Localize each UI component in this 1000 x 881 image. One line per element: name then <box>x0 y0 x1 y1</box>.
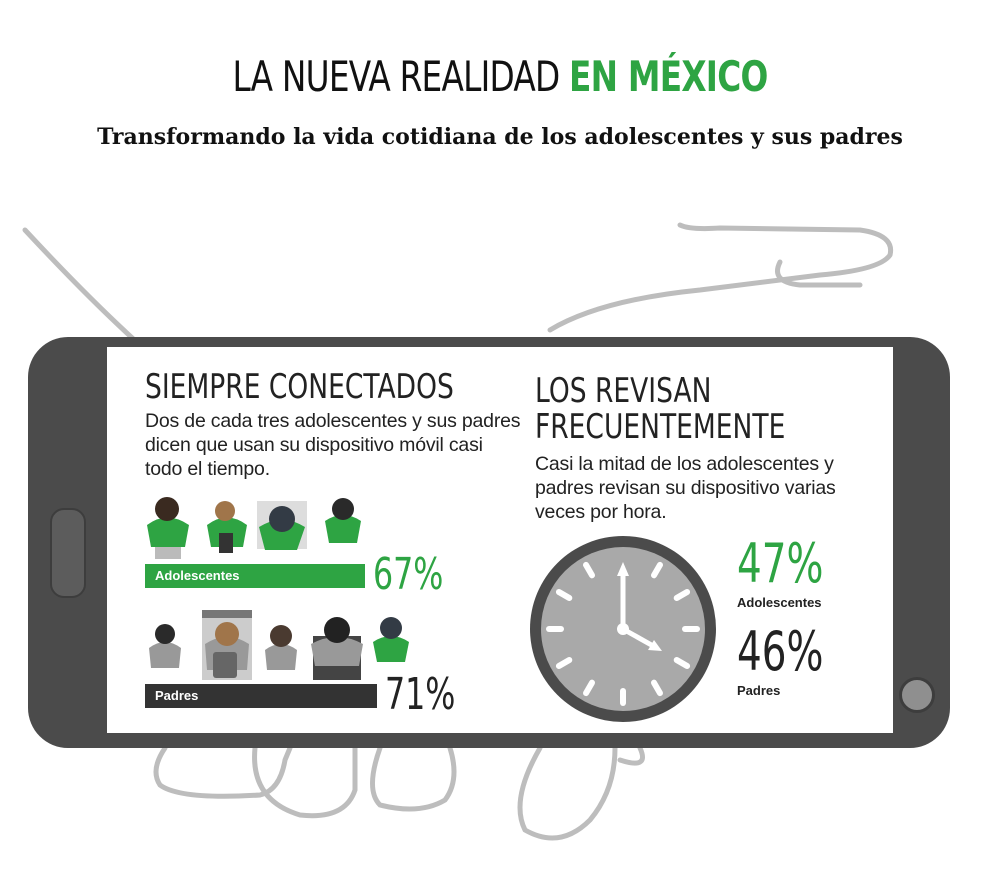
teens-bar: Adolescentes <box>145 564 365 588</box>
parent-person-icon <box>202 610 252 680</box>
parents-percent: 71% <box>385 669 456 720</box>
parents-check-percent: 46% <box>737 620 824 683</box>
teen-person-icon <box>257 501 307 550</box>
clock-ticks <box>546 561 700 706</box>
phone-screen: SIEMPRE CONECTADOS Dos de cada tres adol… <box>107 347 893 733</box>
title-part1: LA NUEVA REALIDAD <box>232 52 560 101</box>
parent-person-icon <box>311 617 363 680</box>
clock-tick <box>673 589 691 601</box>
parent-person-icon <box>373 617 409 662</box>
parents-bar: Padres <box>145 684 377 708</box>
clock-hour-hand <box>621 626 657 650</box>
parent-icons <box>149 610 409 680</box>
teens-check-label: Adolescentes <box>737 595 822 610</box>
teen-person-icon <box>207 501 247 553</box>
title-part2: EN MÉXICO <box>569 52 768 101</box>
clock-tick <box>673 657 691 669</box>
teen-person-icon <box>147 497 189 559</box>
phone-home-button <box>899 677 935 713</box>
parents-check-label: Padres <box>737 683 781 698</box>
page-title: LA NUEVA REALIDAD EN MÉXICO <box>110 52 890 101</box>
phone-side-button <box>50 508 86 598</box>
page-subtitle: Transformando la vida cotidiana de los a… <box>97 124 903 150</box>
clock-icon <box>530 536 716 722</box>
left-heading: SIEMPRE CONECTADOS <box>145 367 454 407</box>
clock-tick <box>651 679 663 697</box>
clock-tick <box>651 561 663 579</box>
left-text: Dos de cada tres adolescentes y sus padr… <box>145 410 521 480</box>
clock-tick <box>583 679 595 697</box>
teen-icons <box>147 497 361 559</box>
clock-tick <box>583 561 595 579</box>
clock-tick <box>555 589 573 601</box>
parent-person-icon <box>265 625 297 670</box>
teen-person-icon <box>325 498 361 543</box>
right-text: Casi la mitad de los adolescentes y padr… <box>535 453 836 523</box>
right-heading-line2: FRECUENTEMENTE <box>535 407 786 447</box>
teens-percent: 67% <box>373 549 444 600</box>
parent-person-icon <box>149 624 181 668</box>
right-heading-line1: LOS REVISAN <box>535 371 712 411</box>
teens-check-percent: 47% <box>737 532 824 595</box>
clock-tick <box>555 657 573 669</box>
